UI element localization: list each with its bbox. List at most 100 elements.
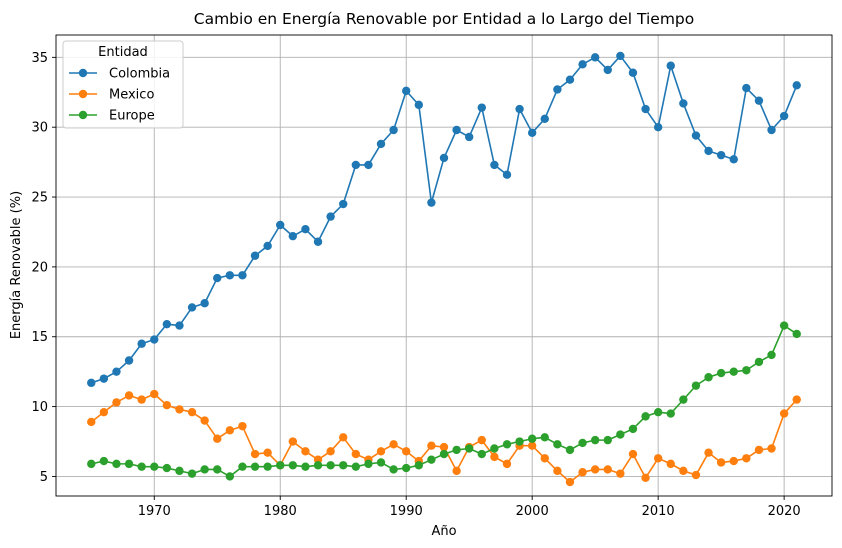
data-point-mexico xyxy=(376,447,386,456)
data-point-europe xyxy=(502,440,512,449)
data-point-colombia xyxy=(641,104,650,114)
data-point-colombia xyxy=(200,299,209,308)
data-point-colombia xyxy=(754,96,764,105)
data-point-colombia xyxy=(414,100,424,110)
data-point-mexico xyxy=(187,407,197,417)
data-point-colombia xyxy=(502,170,512,179)
data-point-mexico xyxy=(616,469,625,478)
data-point-mexico xyxy=(527,441,537,450)
data-point-europe xyxy=(200,465,209,474)
data-point-mexico xyxy=(653,454,663,463)
data-point-colombia xyxy=(87,378,96,388)
data-point-mexico xyxy=(754,445,764,455)
plot-frame xyxy=(55,34,833,497)
data-point-colombia xyxy=(792,81,801,90)
data-point-colombia xyxy=(490,160,499,170)
data-point-europe xyxy=(565,445,575,455)
data-point-europe xyxy=(540,433,549,442)
series-europe xyxy=(87,321,801,481)
data-point-europe xyxy=(364,459,373,469)
data-point-europe xyxy=(729,367,738,376)
legend-marker-europe xyxy=(78,110,88,120)
data-point-europe xyxy=(616,430,625,439)
data-point-europe xyxy=(250,462,260,471)
data-point-mexico xyxy=(150,389,159,399)
data-point-colombia xyxy=(767,125,776,135)
data-point-mexico xyxy=(326,447,335,456)
data-point-mexico xyxy=(351,449,361,459)
data-point-europe xyxy=(603,435,612,445)
data-point-europe xyxy=(238,462,247,471)
series-line-mexico xyxy=(90,393,798,483)
data-point-colombia xyxy=(326,212,335,221)
data-point-mexico xyxy=(477,435,486,445)
data-point-colombia xyxy=(666,61,675,70)
data-point-colombia xyxy=(427,198,436,207)
legend-label-colombia: Colombia xyxy=(109,67,170,82)
data-point-mexico xyxy=(729,456,738,466)
data-point-europe xyxy=(124,459,134,469)
data-point-europe xyxy=(376,458,386,467)
x-tick-label: 1990 xyxy=(390,504,423,519)
data-point-mexico xyxy=(213,434,222,443)
data-point-europe xyxy=(653,407,663,417)
data-point-europe xyxy=(666,409,675,418)
data-point-mexico xyxy=(603,465,612,474)
data-point-europe xyxy=(414,461,424,470)
data-point-mexico xyxy=(792,395,801,404)
y-tick-label: 20 xyxy=(31,260,48,275)
data-point-mexico xyxy=(427,441,436,450)
data-point-europe xyxy=(679,395,688,404)
data-point-colombia xyxy=(351,160,361,170)
data-point-colombia xyxy=(364,160,373,170)
data-point-colombia xyxy=(779,111,789,121)
y-tick-label: 10 xyxy=(31,400,48,415)
data-point-colombia xyxy=(565,75,575,84)
data-point-colombia xyxy=(99,374,109,383)
data-point-europe xyxy=(792,329,801,339)
data-point-europe xyxy=(742,366,751,375)
data-point-mexico xyxy=(439,442,449,452)
data-point-colombia xyxy=(603,65,612,75)
data-point-colombia xyxy=(162,319,172,329)
data-point-mexico xyxy=(452,466,461,476)
series-mexico xyxy=(87,389,801,487)
data-point-colombia xyxy=(187,303,197,312)
data-point-mexico xyxy=(175,405,184,414)
data-point-europe xyxy=(779,321,789,330)
data-point-mexico xyxy=(490,452,499,462)
data-point-mexico xyxy=(553,466,562,476)
chart-title: Cambio en Energía Renovable por Entidad … xyxy=(194,10,695,28)
data-point-mexico xyxy=(691,470,701,480)
y-tick-label: 5 xyxy=(40,470,48,485)
data-point-europe xyxy=(402,463,411,473)
data-point-europe xyxy=(427,455,436,464)
legend-title: Entidad xyxy=(98,45,148,60)
data-point-europe xyxy=(578,438,587,448)
data-point-mexico xyxy=(200,416,209,425)
data-point-europe xyxy=(490,444,499,453)
data-point-colombia xyxy=(313,237,323,246)
data-point-colombia xyxy=(263,241,272,251)
data-point-colombia xyxy=(225,271,235,280)
data-point-europe xyxy=(464,444,474,453)
data-point-colombia xyxy=(464,132,474,142)
data-point-mexico xyxy=(679,466,688,476)
data-point-europe xyxy=(263,462,272,471)
data-point-colombia xyxy=(616,51,625,61)
x-axis-label: Año xyxy=(431,524,456,539)
data-point-colombia xyxy=(553,85,562,94)
data-point-europe xyxy=(553,440,562,449)
data-point-colombia xyxy=(452,125,461,135)
data-point-europe xyxy=(99,456,109,466)
data-point-colombia xyxy=(389,125,398,135)
data-point-mexico xyxy=(666,459,675,469)
legend-label-mexico: Mexico xyxy=(109,88,154,103)
y-tick-label: 15 xyxy=(31,330,48,345)
data-point-mexico xyxy=(225,426,235,435)
data-point-europe xyxy=(175,466,184,476)
series-line-colombia xyxy=(91,55,798,384)
legend-marker-colombia xyxy=(78,68,88,78)
data-point-colombia xyxy=(238,271,247,280)
data-point-europe xyxy=(691,381,701,390)
